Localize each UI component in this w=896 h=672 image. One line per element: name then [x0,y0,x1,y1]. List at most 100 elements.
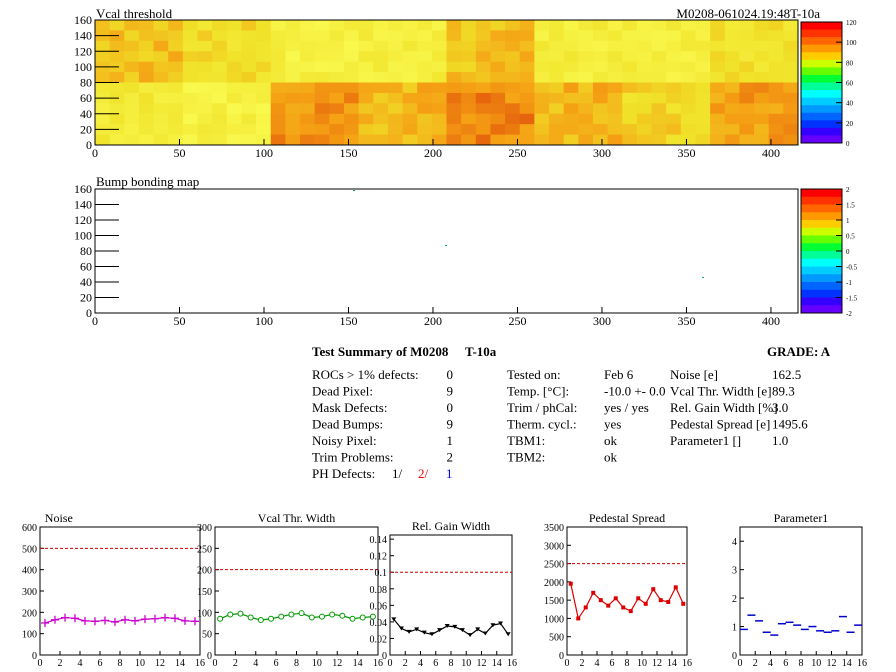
vcal-cell [138,20,155,31]
summary-tag: T-10a [465,344,497,359]
vcal-cell [270,124,286,136]
vcal-cell [387,113,404,125]
vcal-cell [197,30,213,42]
vcal-ytick-label: 120 [74,44,92,58]
vcal-cell [490,40,506,52]
vcal-cell [695,134,711,146]
bump-swatch [801,212,842,221]
vcal-cell [138,61,155,73]
vcal-cell [402,134,418,146]
vcal-cell [549,20,565,31]
vcal-cell [754,124,770,136]
vcal-cell [343,72,360,83]
vcal-cell [168,51,184,63]
vcal-cell [768,51,784,63]
bump-xtick-label: 300 [593,314,611,328]
bump-swatch [801,220,842,229]
vcal-cell [490,30,506,42]
vcal-cell [446,134,462,146]
chart-xtick-label: 12 [652,658,662,669]
vcal-cell [417,103,433,115]
vcal-cell [256,40,272,52]
vcal-cell [256,20,272,31]
vcal-swatch [801,22,842,31]
chart-xtick-label: 6 [98,658,103,669]
vcal-cell [636,30,653,42]
chart-point [398,626,404,631]
summary-mid-label: Temp. [°C]: [507,384,569,399]
chart-0 [39,526,201,656]
vcal-cell [680,92,696,104]
chart-ytick-label: 0.12 [370,552,388,563]
vcal-cell [197,40,213,52]
vcal-cell [182,61,199,73]
vcal-cell [695,61,711,73]
vcal-xtick-label: 200 [424,146,442,160]
vcal-cell [783,51,799,63]
vcal-ytick-label: 140 [74,29,92,43]
chart-point [621,605,626,610]
vcal-cell [285,103,301,115]
vcal-swatch [801,44,842,53]
chart-frame [389,534,513,656]
vcal-cell [343,134,360,146]
chart-xtick-label: 0 [38,658,43,669]
vcal-cell [270,103,286,115]
vcal-cell [402,30,418,42]
bump-xtick-label: 150 [339,314,357,328]
vcal-ytick-label: 80 [80,76,92,90]
bump-scale-label: 1.5 [846,202,855,210]
vcal-swatch [801,105,842,114]
vcal-cell [329,40,345,52]
vcal-cell [124,103,140,115]
bump-ytick-label: 100 [74,229,92,243]
chart-xtick-label: 4 [418,658,423,669]
vcal-cell [754,20,770,31]
vcal-cell [578,40,594,52]
vcal-swatch [801,90,842,99]
vcal-cell [783,92,799,104]
vcal-cell [226,30,242,42]
vcal-cell [519,103,535,115]
vcal-cell [212,82,228,94]
vcal-cell [710,92,726,104]
chart-point [606,603,611,608]
vcal-cell [343,61,360,73]
vcal-cell [431,30,447,42]
bump-xtick-label: 200 [424,314,442,328]
vcal-cell [461,124,477,136]
chart-point [308,614,315,621]
vcal-cell [417,61,433,73]
chart-point [171,614,179,623]
vcal-cell [519,40,535,52]
summary-left-value: 9 [447,384,454,399]
vcal-cell [680,40,696,52]
vcal-cell [666,51,682,63]
bump-ytick-label: 60 [80,260,92,274]
vcal-cell [197,134,213,146]
chart-point [591,590,596,595]
vcal-cell [168,92,184,104]
vcal-cell [270,82,286,94]
vcal-cell [490,113,506,125]
vcal-cell [387,124,404,136]
vcal-scale-label: 100 [846,39,857,47]
vcal-cell [680,124,696,136]
chart-ytick-label: 2500 [544,560,564,571]
summary-left-label: Dead Bumps: [312,417,383,432]
chart-point [111,617,119,626]
bump-ytick-label: 120 [74,213,92,227]
chart-point [437,628,443,633]
vcal-cell [138,72,155,83]
vcal-cell [329,61,345,73]
vcal-cell [402,20,418,31]
vcal-cell [461,103,477,115]
chart-ytick-label: 1000 [544,614,564,625]
chart-xtick-label: 10 [811,658,821,669]
bump-swatch [801,274,842,283]
vcal-cell [622,30,638,42]
vcal-cell [710,124,726,136]
chart-point [51,615,59,624]
vcal-cell [519,61,535,73]
vcal-cell [461,20,477,31]
